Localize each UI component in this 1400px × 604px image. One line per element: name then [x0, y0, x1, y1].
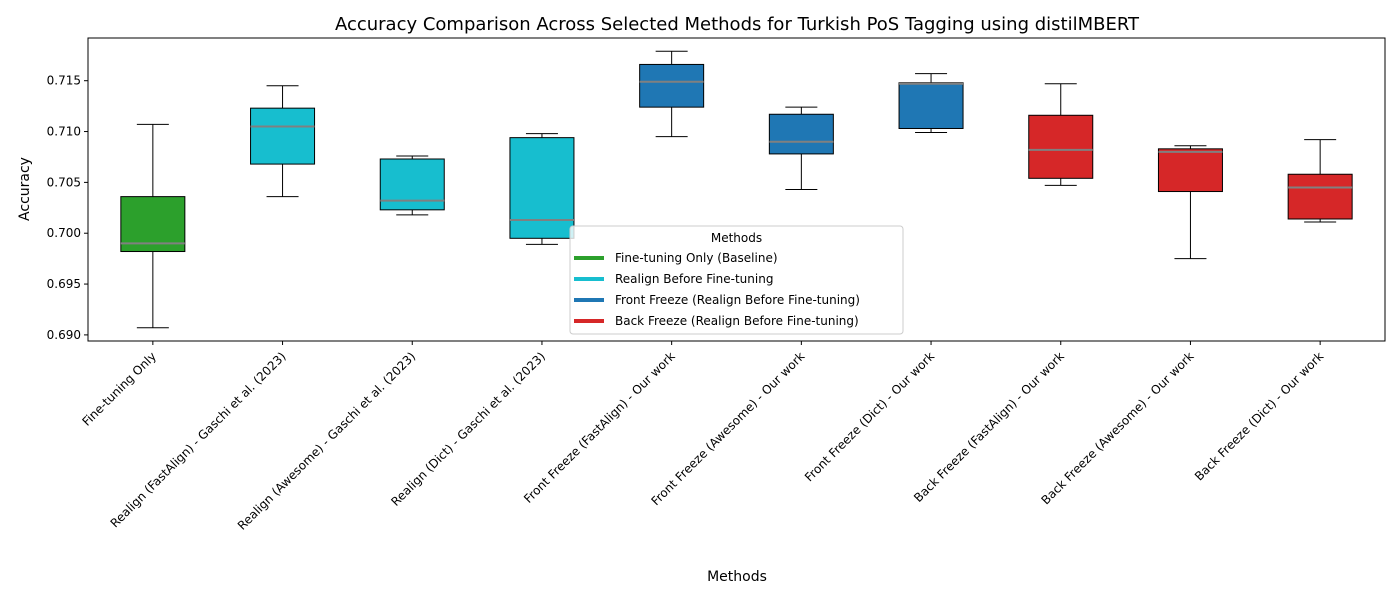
box-group — [1287, 139, 1353, 223]
box-group — [509, 133, 575, 245]
y-tick-label: 0.710 — [47, 125, 81, 139]
box-iqr — [1028, 114, 1094, 179]
box-group — [639, 50, 705, 138]
x-axis-title: Methods — [707, 569, 767, 585]
x-tick-label: Front Freeze (Awesome) - Our work — [648, 349, 807, 508]
y-tick-label: 0.715 — [47, 74, 81, 88]
legend-label: Realign Before Fine-tuning — [615, 272, 773, 286]
box-group — [120, 123, 186, 329]
box-iqr — [898, 82, 964, 129]
box-group — [250, 85, 316, 198]
legend-label: Front Freeze (Realign Before Fine-tuning… — [615, 293, 860, 307]
box-group — [768, 106, 834, 190]
chart-title: Accuracy Comparison Across Selected Meth… — [335, 14, 1140, 35]
box-iqr — [768, 113, 834, 155]
x-tick-label: Realign (Dict) - Gaschi et al. (2023) — [388, 349, 548, 509]
box-group — [1157, 145, 1223, 260]
x-tick-label: Back Freeze (FastAlign) - Our work — [911, 349, 1067, 505]
box-iqr — [379, 158, 445, 211]
box-iqr — [250, 107, 316, 165]
legend: Methods Fine-tuning Only (Baseline) Realig… — [569, 225, 904, 335]
y-axis-title: Accuracy — [17, 157, 33, 221]
legend-label: Back Freeze (Realign Before Fine-tuning) — [615, 314, 859, 328]
box-iqr — [1157, 148, 1223, 193]
legend-frame — [569, 225, 904, 335]
x-tick-label: Back Freeze (Dict) - Our work — [1192, 349, 1326, 483]
box-iqr — [1287, 173, 1353, 220]
x-tick-label: Fine-tuning Only — [79, 349, 159, 429]
legend-entry: Fine-tuning Only (Baseline) — [574, 251, 778, 265]
y-tick-label: 0.705 — [47, 175, 81, 189]
legend-title: Methods — [711, 231, 762, 245]
x-tick-label: Front Freeze (Dict) - Our work — [802, 349, 937, 484]
legend-entry: Realign Before Fine-tuning — [574, 272, 773, 286]
box-group — [1028, 83, 1094, 186]
y-tick-label: 0.690 — [47, 328, 81, 342]
x-tick-label: Back Freeze (Awesome) - Our work — [1038, 349, 1196, 507]
y-axis: 0.690 0.695 0.700 0.705 0.710 0.715 — [47, 74, 88, 342]
y-tick-label: 0.695 — [47, 277, 81, 291]
y-tick-label: 0.700 — [47, 226, 81, 240]
box-iqr — [639, 63, 705, 108]
box-iqr — [509, 137, 575, 239]
plot-frame — [87, 37, 1386, 342]
box-group — [898, 73, 964, 134]
box-iqr — [120, 196, 186, 253]
x-tick-label: Front Freeze (FastAlign) - Our work — [521, 349, 678, 506]
boxes-layer — [120, 50, 1353, 329]
box-group — [379, 155, 445, 216]
legend-label: Fine-tuning Only (Baseline) — [615, 251, 778, 265]
legend-entry: Front Freeze (Realign Before Fine-tuning… — [574, 293, 860, 307]
legend-entry: Back Freeze (Realign Before Fine-tuning) — [574, 314, 859, 328]
